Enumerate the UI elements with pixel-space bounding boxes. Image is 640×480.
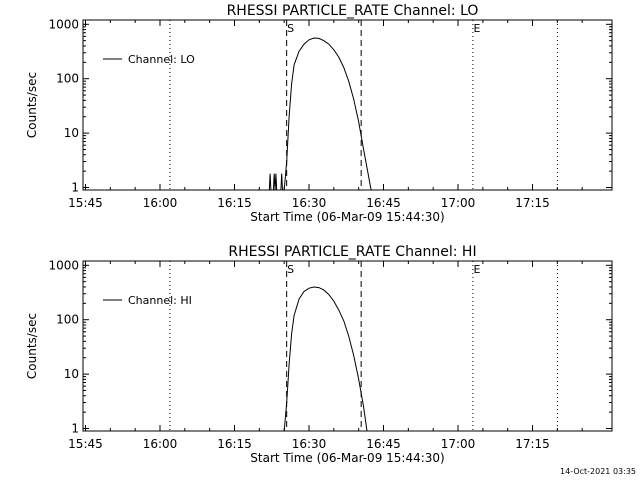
- y-axis-label: Counts/sec: [25, 72, 39, 138]
- chart-title: RHESSI PARTICLE_RATE Channel: HI: [228, 244, 476, 260]
- x-tick-label: 16:45: [366, 437, 401, 451]
- x-axis-label: Start Time (06-Mar-09 15:44:30): [250, 451, 444, 465]
- x-tick-label: 15:45: [68, 437, 103, 451]
- x-tick-label: 16:15: [217, 196, 252, 210]
- x-tick-label: 16:45: [366, 196, 401, 210]
- footer-timestamp: 14-Oct-2021 03:35: [560, 467, 636, 476]
- chart-title: RHESSI PARTICLE_RATE Channel: LO: [227, 3, 479, 19]
- legend-entry: Channel: HI: [128, 294, 192, 307]
- marker-label: S: [287, 22, 294, 35]
- x-tick-label: 17:00: [441, 437, 476, 451]
- y-tick-label: 1000: [48, 17, 79, 31]
- y-tick-label: 1: [71, 422, 79, 436]
- y-tick-label: 100: [56, 72, 79, 86]
- x-tick-label: 15:45: [68, 196, 103, 210]
- y-axis-label: Counts/sec: [25, 313, 39, 379]
- x-tick-label: 16:15: [217, 437, 252, 451]
- marker-label: E: [473, 263, 480, 276]
- plot-frame: [82, 260, 613, 432]
- x-tick-label: 16:30: [292, 196, 327, 210]
- series-line: [268, 37, 372, 191]
- x-axis-label: Start Time (06-Mar-09 15:44:30): [250, 210, 444, 224]
- x-tick-label: 17:15: [515, 437, 550, 451]
- chart-panel-hi: RHESSI PARTICLE_RATE Channel: HI 15:45 16:…: [25, 244, 613, 465]
- y-tick-label: 1000: [48, 258, 79, 272]
- marker-label: E: [473, 22, 480, 35]
- legend-entry: Channel: LO: [128, 53, 195, 66]
- plot-frame: [82, 19, 613, 191]
- x-tick-label: 17:00: [441, 196, 476, 210]
- y-tick-label: 10: [64, 367, 79, 381]
- y-tick-label: 100: [56, 313, 79, 327]
- series-line: [283, 286, 368, 432]
- marker-label: S: [287, 263, 294, 276]
- x-tick-label: 16:00: [143, 437, 178, 451]
- y-tick-label: 10: [64, 126, 79, 140]
- chart-panel-lo: RHESSI PARTICLE_RATE Channel: LO 15:45 16:…: [25, 3, 613, 224]
- y-tick-label: 1: [71, 181, 79, 195]
- x-tick-label: 16:30: [292, 437, 327, 451]
- x-tick-label: 16:00: [143, 196, 178, 210]
- x-tick-label: 17:15: [515, 196, 550, 210]
